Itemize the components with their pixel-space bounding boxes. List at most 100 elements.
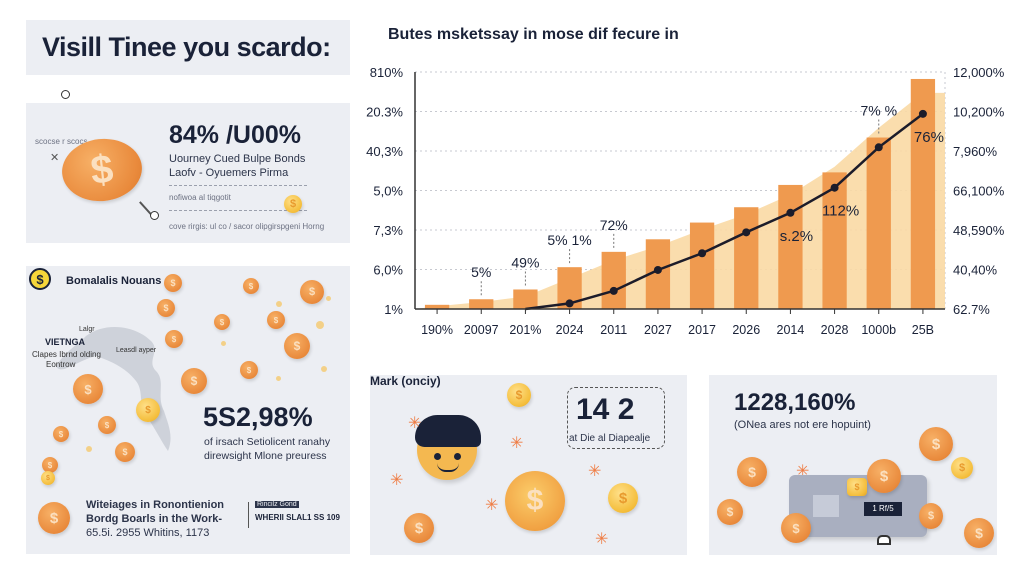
x-tick-label: 1000b: [861, 323, 896, 337]
line-point: [874, 143, 883, 152]
coin-icon: $: [164, 274, 182, 292]
y-tick-label-left: 7,3%: [373, 223, 403, 238]
line-point: [609, 286, 618, 295]
bar-data-label: 5%: [471, 264, 491, 280]
wallet-caption: (ONea ares not ere hopuint): [734, 419, 871, 431]
map-country-label: VIETNGA: [45, 337, 86, 347]
mark-caption: at Die al Diapealje: [569, 433, 651, 444]
note-1: nofiwoa al tiqgotit: [169, 193, 231, 202]
small-coin-icon: $: [284, 195, 302, 213]
x-tick-label: 25B: [912, 323, 934, 337]
wallet-panel: 1228,160% (ONea ares not ere hopuint) $ …: [709, 375, 997, 555]
y-tick-label-right: 66,100%: [953, 184, 1005, 199]
wallet-stat: 1228,160%: [734, 389, 856, 416]
footer-line-1: Witeiages in Ronontienion: [86, 499, 225, 511]
headline-line-1: Uourney Cued Bulpe Bonds: [169, 153, 306, 165]
coin-icon: $: [919, 427, 953, 461]
bar: [469, 299, 494, 309]
area-series: [415, 92, 945, 309]
y-tick-label-right: 10,200%: [953, 105, 1005, 120]
y-tick-label-right: 40,40%: [953, 263, 998, 278]
bar: [601, 251, 626, 309]
coin-icon: $: [41, 471, 55, 485]
coin-icon: $: [507, 383, 531, 407]
y-tick-label-left: 6,0%: [373, 263, 403, 278]
y-tick-label-left: 1%: [384, 302, 403, 317]
coin-icon: $: [165, 330, 183, 348]
footer-line-2: Bordg Boarls in the Work-: [86, 513, 223, 525]
footer-tag: Rincilz Gond: [255, 501, 299, 508]
coin-icon: $: [214, 314, 230, 330]
y-tick-label-right: 7,960%: [953, 144, 998, 159]
divider: [169, 185, 307, 186]
inline-data-label: s.2%: [780, 228, 813, 245]
line-point: [786, 208, 795, 217]
note-2: cove rirgis: ul co / sacor olipgirspgeni…: [169, 222, 325, 231]
map-small-label: Lalgr: [79, 326, 95, 333]
coin-icon: $: [867, 459, 901, 493]
x-tick-label: 2027: [644, 323, 672, 337]
map-stat-line-1: of irsach Setiolicent ranahy: [204, 436, 331, 448]
coin-icon: $: [136, 398, 160, 422]
headline-stat: 84% /U00%: [169, 121, 302, 149]
line-point: [918, 109, 927, 118]
x-tick-label: 2014: [777, 323, 805, 337]
y-tick-label-right: 12,000%: [953, 65, 1005, 80]
divider: [169, 210, 307, 211]
chart-title: Butes msketssay in mose dif fecure in: [388, 26, 679, 43]
coin-icon: $: [404, 513, 434, 543]
coin-icon: $: [42, 457, 58, 473]
inline-data-label: 112%: [822, 203, 859, 220]
line-point: [698, 249, 707, 258]
footer-meta: WHERII SLAL1 SS 109: [255, 513, 340, 522]
coin-icon: $: [608, 483, 638, 513]
bar: [513, 289, 538, 309]
sparkle-icon: ✕: [50, 152, 60, 164]
growth-chart: 810% 12,000% 20.3% 10,200% 40,3% 7,960% 5,0% 66…: [366, 65, 1005, 337]
x-tick-label: 2026: [732, 323, 760, 337]
x-tick-label: 20097: [464, 323, 499, 337]
footer-divider: [248, 502, 249, 528]
footer-line-3: 65.5i. 2955 Whitins, 1173: [86, 527, 210, 539]
mark-panel: Mark (onciy) $ $ $ $ ✳ ✳ ✳ ✳ ✳ ✳ 14 2 at…: [370, 374, 687, 555]
coin-icon: $: [115, 442, 135, 462]
wallet-screen: 1 Rf/5: [864, 502, 902, 516]
coin-icon: $: [284, 333, 310, 359]
line-point: [653, 265, 662, 274]
bar-data-label: 49%: [511, 254, 539, 270]
page-title: Visill Tinee you scardo:: [42, 32, 331, 62]
y-tick-label-right: 48,590%: [953, 223, 1005, 238]
map-stat: 5S2,98%: [203, 402, 313, 432]
dollar-badge-icon: $: [29, 268, 51, 290]
map-side-label: Leasdl ayper: [116, 347, 157, 354]
map-stat-line-2: direwsight Mlone preuress: [204, 450, 327, 462]
x-tick-label: 2011: [600, 323, 627, 337]
coin-icon: $: [919, 503, 943, 529]
coin-icon: $: [300, 280, 324, 304]
pointer-dot-icon: [61, 90, 70, 99]
mark-panel-title: Mark (onciy): [370, 374, 441, 388]
bar: [424, 304, 450, 309]
bar: [734, 207, 759, 309]
bar: [822, 172, 847, 309]
line-point: [830, 183, 839, 192]
line-point: [742, 228, 751, 237]
x-tick-label: 2028: [821, 323, 849, 337]
bar: [866, 137, 891, 309]
coin-icon: $: [98, 416, 116, 434]
coin-icon: $: [240, 361, 258, 379]
coin-icon: $: [267, 311, 285, 329]
y-tick-label-right: 62.7%: [953, 302, 990, 317]
y-tick-label-left: 40,3%: [366, 144, 403, 159]
bar: [778, 184, 803, 309]
footer-coin-icon: $: [38, 502, 70, 534]
bar: [689, 222, 715, 309]
x-tick-label: 2024: [556, 323, 584, 337]
vietnam-map-shape: [56, 326, 171, 451]
x-tick-label: 2017: [688, 323, 716, 337]
coin-icon: $: [847, 478, 867, 496]
small-label: scocse r scocs: [35, 137, 88, 146]
mark-figure: 14 2: [576, 393, 635, 426]
bar-data-label: 72%: [600, 217, 628, 233]
figure-box: [567, 387, 665, 449]
